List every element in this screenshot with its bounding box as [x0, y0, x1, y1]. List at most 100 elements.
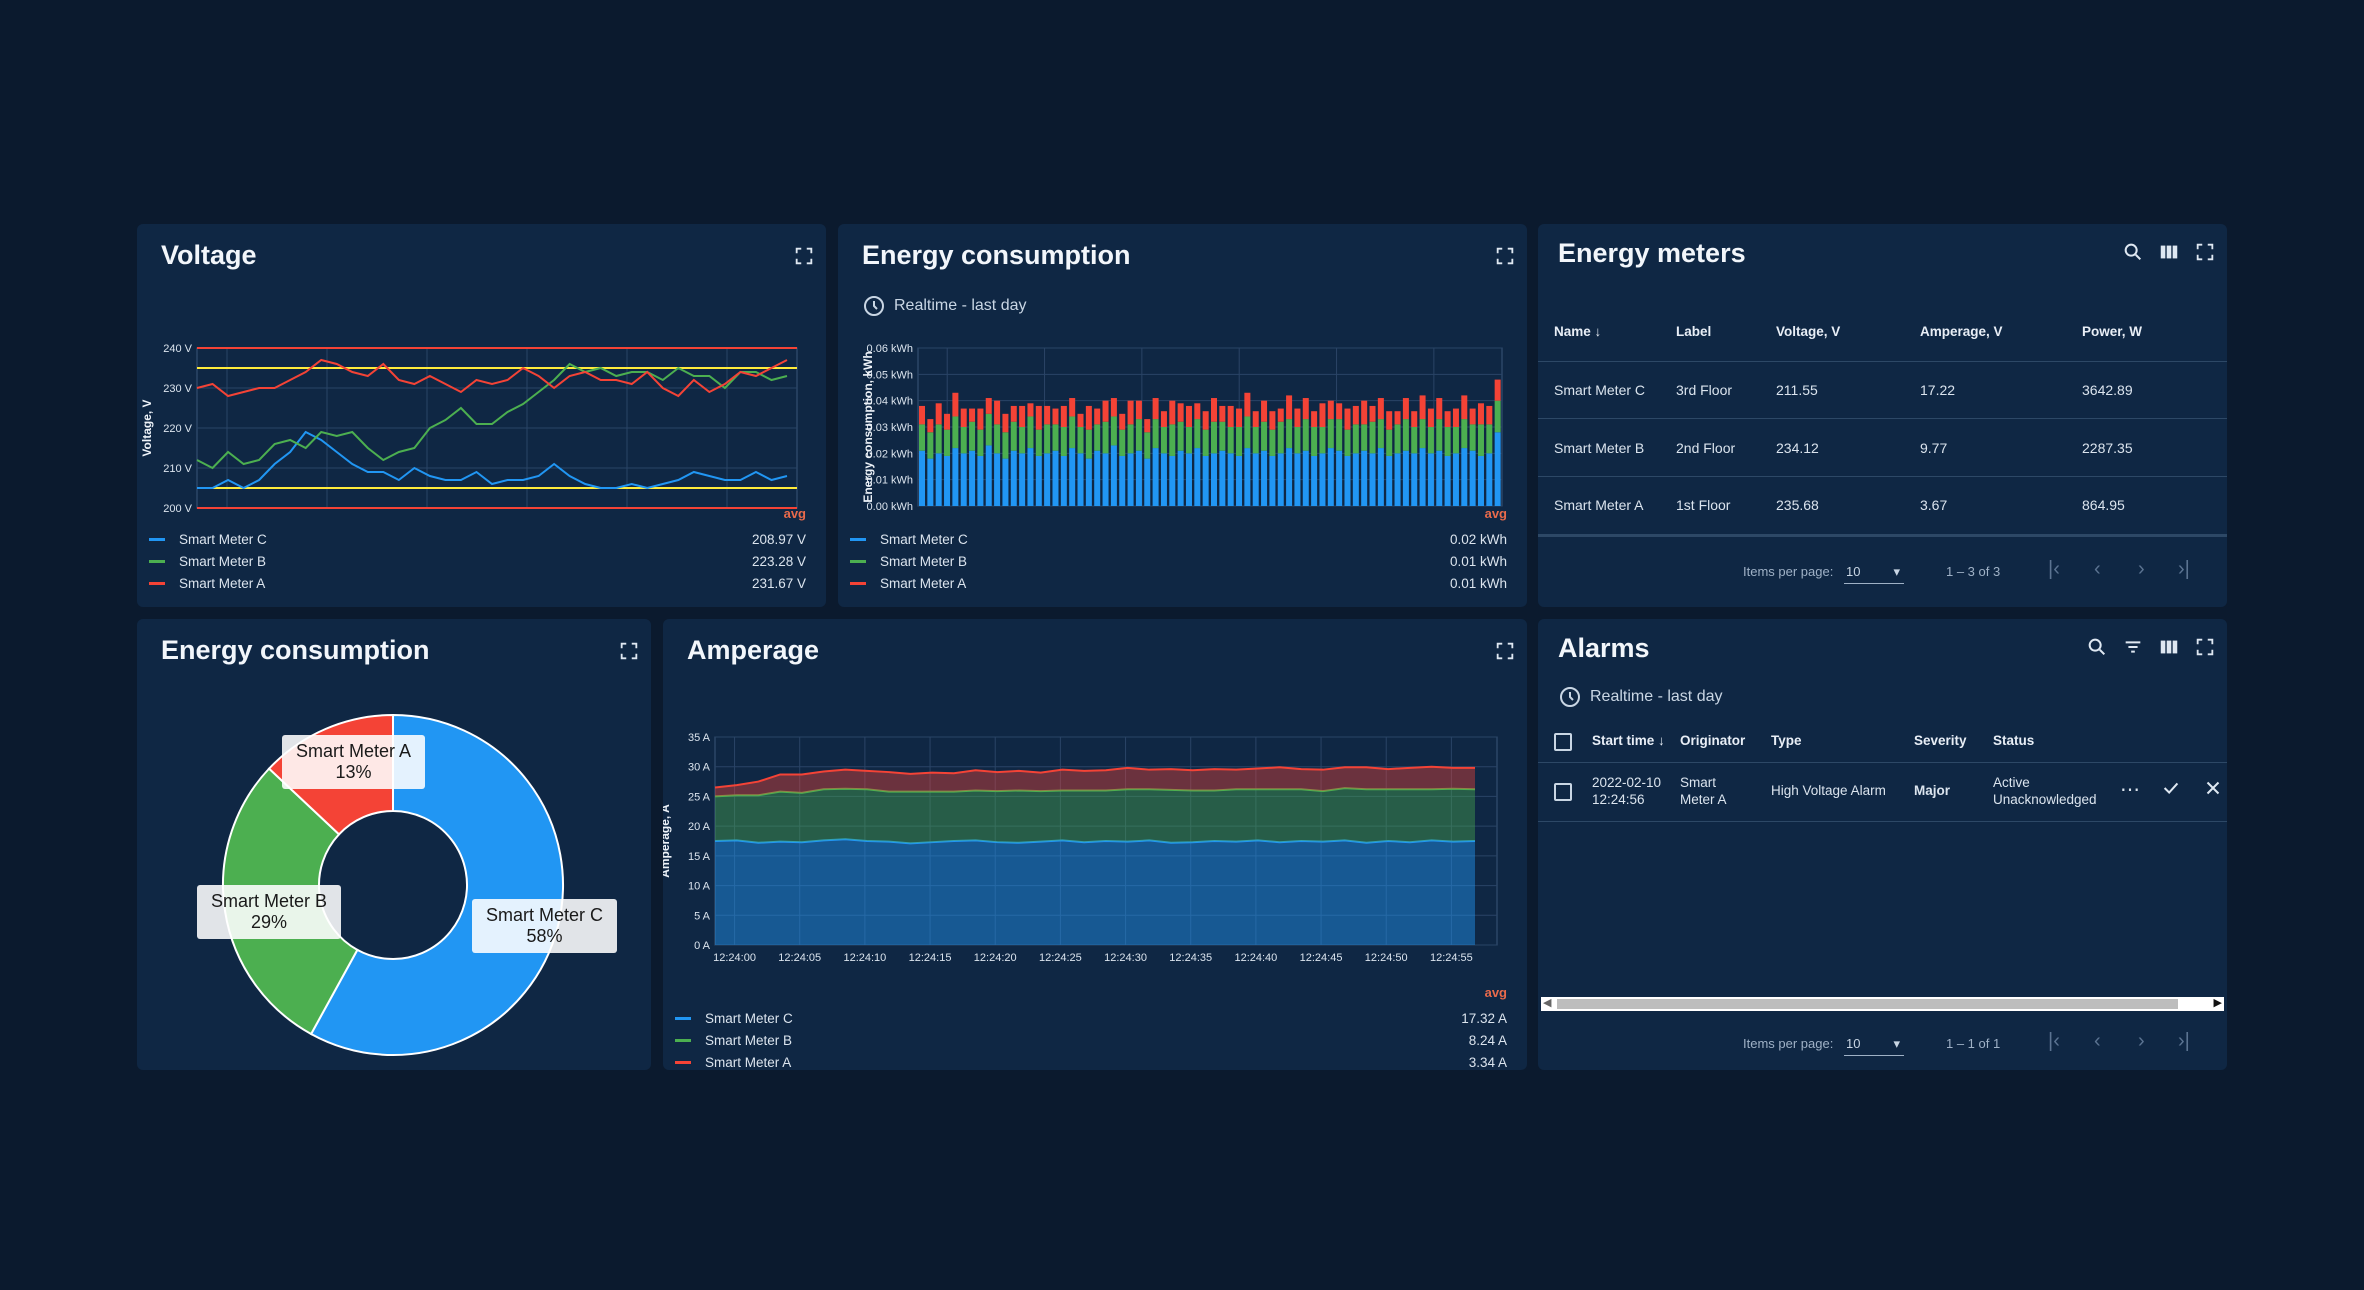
last-page-icon[interactable]: ›|	[2178, 558, 2190, 580]
row-checkbox[interactable]	[1554, 783, 1572, 801]
bar	[1261, 421, 1268, 451]
legend-item[interactable]: Smart Meter C 208.97 V	[147, 528, 806, 550]
next-page-icon[interactable]: ›	[2138, 1030, 2145, 1052]
bar	[935, 453, 942, 506]
fullscreen-icon[interactable]	[1491, 637, 1519, 665]
voltage-legend: avg Smart Meter C 208.97 V Smart Meter B 2…	[147, 506, 806, 594]
bar	[1461, 419, 1468, 449]
bar	[1336, 403, 1343, 420]
items-per-page-select[interactable]: 10 ▾	[1844, 1033, 1904, 1056]
column-header-originator[interactable]: Originator	[1680, 733, 1746, 748]
table-row[interactable]: Smart Meter C 3rd Floor 211.55 17.22 364…	[1538, 361, 2227, 419]
columns-icon[interactable]	[2155, 238, 2183, 266]
legend-avg-label: avg	[783, 506, 806, 521]
x-tick-label: 12:24:05	[778, 952, 821, 964]
legend-item[interactable]: Smart Meter A 0.01 kWh	[848, 572, 1507, 594]
bar	[1294, 427, 1301, 454]
originator-line1: Smart	[1680, 775, 1717, 790]
column-header-label[interactable]: Label	[1676, 324, 1712, 339]
bar	[1177, 421, 1184, 451]
bar	[944, 455, 951, 506]
bar	[1127, 400, 1134, 425]
more-icon[interactable]: ⋯	[2120, 779, 2140, 801]
horizontal-scrollbar[interactable]: ◀ ▶	[1541, 997, 2224, 1011]
acknowledge-icon[interactable]	[2160, 777, 2182, 802]
bar	[1052, 450, 1059, 506]
bar	[1352, 405, 1359, 425]
fullscreen-icon[interactable]	[2191, 238, 2219, 266]
bar	[1477, 403, 1484, 425]
series-line	[714, 787, 1476, 798]
bar	[1336, 419, 1343, 451]
bar	[1102, 421, 1109, 454]
scroll-left-icon[interactable]: ◀	[1543, 997, 1552, 1009]
bar	[1094, 450, 1101, 506]
y-tick-label: 30 A	[688, 762, 711, 774]
fullscreen-icon[interactable]	[615, 637, 643, 665]
column-header-type[interactable]: Type	[1771, 733, 1802, 748]
first-page-icon[interactable]: |‹	[2048, 558, 2060, 580]
search-icon[interactable]	[2119, 238, 2147, 266]
bar	[1286, 395, 1293, 420]
table-row[interactable]: Smart Meter B 2nd Floor 234.12 9.77 2287…	[1538, 419, 2227, 477]
next-page-icon[interactable]: ›	[2138, 558, 2145, 580]
x-tick-label: 12:24:15	[909, 952, 952, 964]
prev-page-icon[interactable]: ‹	[2094, 558, 2101, 580]
energy-meters-card: Energy meters Name ↓ Label Voltage, V Am…	[1538, 224, 2227, 607]
clear-icon[interactable]	[2202, 777, 2224, 802]
legend-item[interactable]: Smart Meter B 8.24 A	[673, 1029, 1507, 1051]
select-all-checkbox[interactable]	[1554, 733, 1572, 751]
y-tick-label: 0.04 kWh	[867, 396, 913, 408]
column-header-start-time[interactable]: Start time ↓	[1592, 733, 1665, 748]
bar	[1135, 450, 1142, 506]
items-per-page-label: Items per page:	[1743, 564, 1834, 579]
column-header-power[interactable]: Power, W	[2082, 324, 2143, 339]
bar	[1302, 398, 1309, 420]
column-header-name[interactable]: Name ↓	[1554, 324, 1601, 339]
fullscreen-icon[interactable]	[2191, 633, 2219, 661]
bar	[1286, 448, 1293, 506]
bar	[977, 455, 984, 506]
first-page-icon[interactable]: |‹	[2048, 1030, 2060, 1052]
pie-label-meter-a: Smart Meter A 13%	[282, 735, 426, 789]
filter-icon[interactable]	[2119, 633, 2147, 661]
cell-voltage: 235.68	[1776, 497, 1819, 513]
bar	[1469, 424, 1476, 451]
bar	[1377, 448, 1384, 506]
last-page-icon[interactable]: ›|	[2178, 1030, 2190, 1052]
bar	[1119, 455, 1126, 506]
bar	[1110, 416, 1117, 446]
bar	[1436, 450, 1443, 506]
amperage-legend: avg Smart Meter C 17.32 A Smart Meter B 8.…	[673, 985, 1507, 1070]
search-icon[interactable]	[2083, 633, 2111, 661]
column-header-severity[interactable]: Severity	[1914, 733, 1967, 748]
fullscreen-icon[interactable]	[790, 242, 818, 270]
column-header-amperage[interactable]: Amperage, V	[1920, 324, 2003, 339]
prev-page-icon[interactable]: ‹	[2094, 1030, 2101, 1052]
items-per-page-select[interactable]: 10 ▾	[1844, 561, 1904, 584]
bar	[985, 413, 992, 446]
cell-status: Active Unacknowledged	[1993, 774, 2097, 808]
column-header-voltage[interactable]: Voltage, V	[1776, 324, 1841, 339]
table-row[interactable]: 2022-02-10 12:24:56 Smart Meter A High Vol…	[1538, 763, 2227, 822]
legend-item[interactable]: Smart Meter C 17.32 A	[673, 1007, 1507, 1029]
legend-item[interactable]: Smart Meter B 223.28 V	[147, 550, 806, 572]
column-header-status[interactable]: Status	[1993, 733, 2035, 748]
bar	[1402, 419, 1409, 451]
legend-item[interactable]: Smart Meter A 231.67 V	[147, 572, 806, 594]
scroll-right-icon[interactable]: ▶	[2213, 997, 2222, 1009]
timewindow[interactable]: Realtime - last day	[862, 294, 1027, 318]
columns-icon[interactable]	[2155, 633, 2183, 661]
x-tick-label: 12:24:50	[1365, 952, 1408, 964]
fullscreen-icon[interactable]	[1491, 242, 1519, 270]
legend-item[interactable]: Smart Meter C 0.02 kWh	[848, 528, 1507, 550]
legend-item[interactable]: Smart Meter B 0.01 kWh	[848, 550, 1507, 572]
bar	[1444, 427, 1451, 456]
energy-meters-title: Energy meters	[1558, 238, 1746, 268]
legend-item[interactable]: Smart Meter A 3.34 A	[673, 1051, 1507, 1070]
timewindow[interactable]: Realtime - last day	[1558, 685, 1723, 709]
x-tick-label: 08:00	[1323, 513, 1351, 514]
bar	[1010, 421, 1017, 451]
scroll-thumb[interactable]	[1557, 999, 2178, 1009]
table-row[interactable]: Smart Meter A 1st Floor 235.68 3.67 864.…	[1538, 477, 2227, 537]
